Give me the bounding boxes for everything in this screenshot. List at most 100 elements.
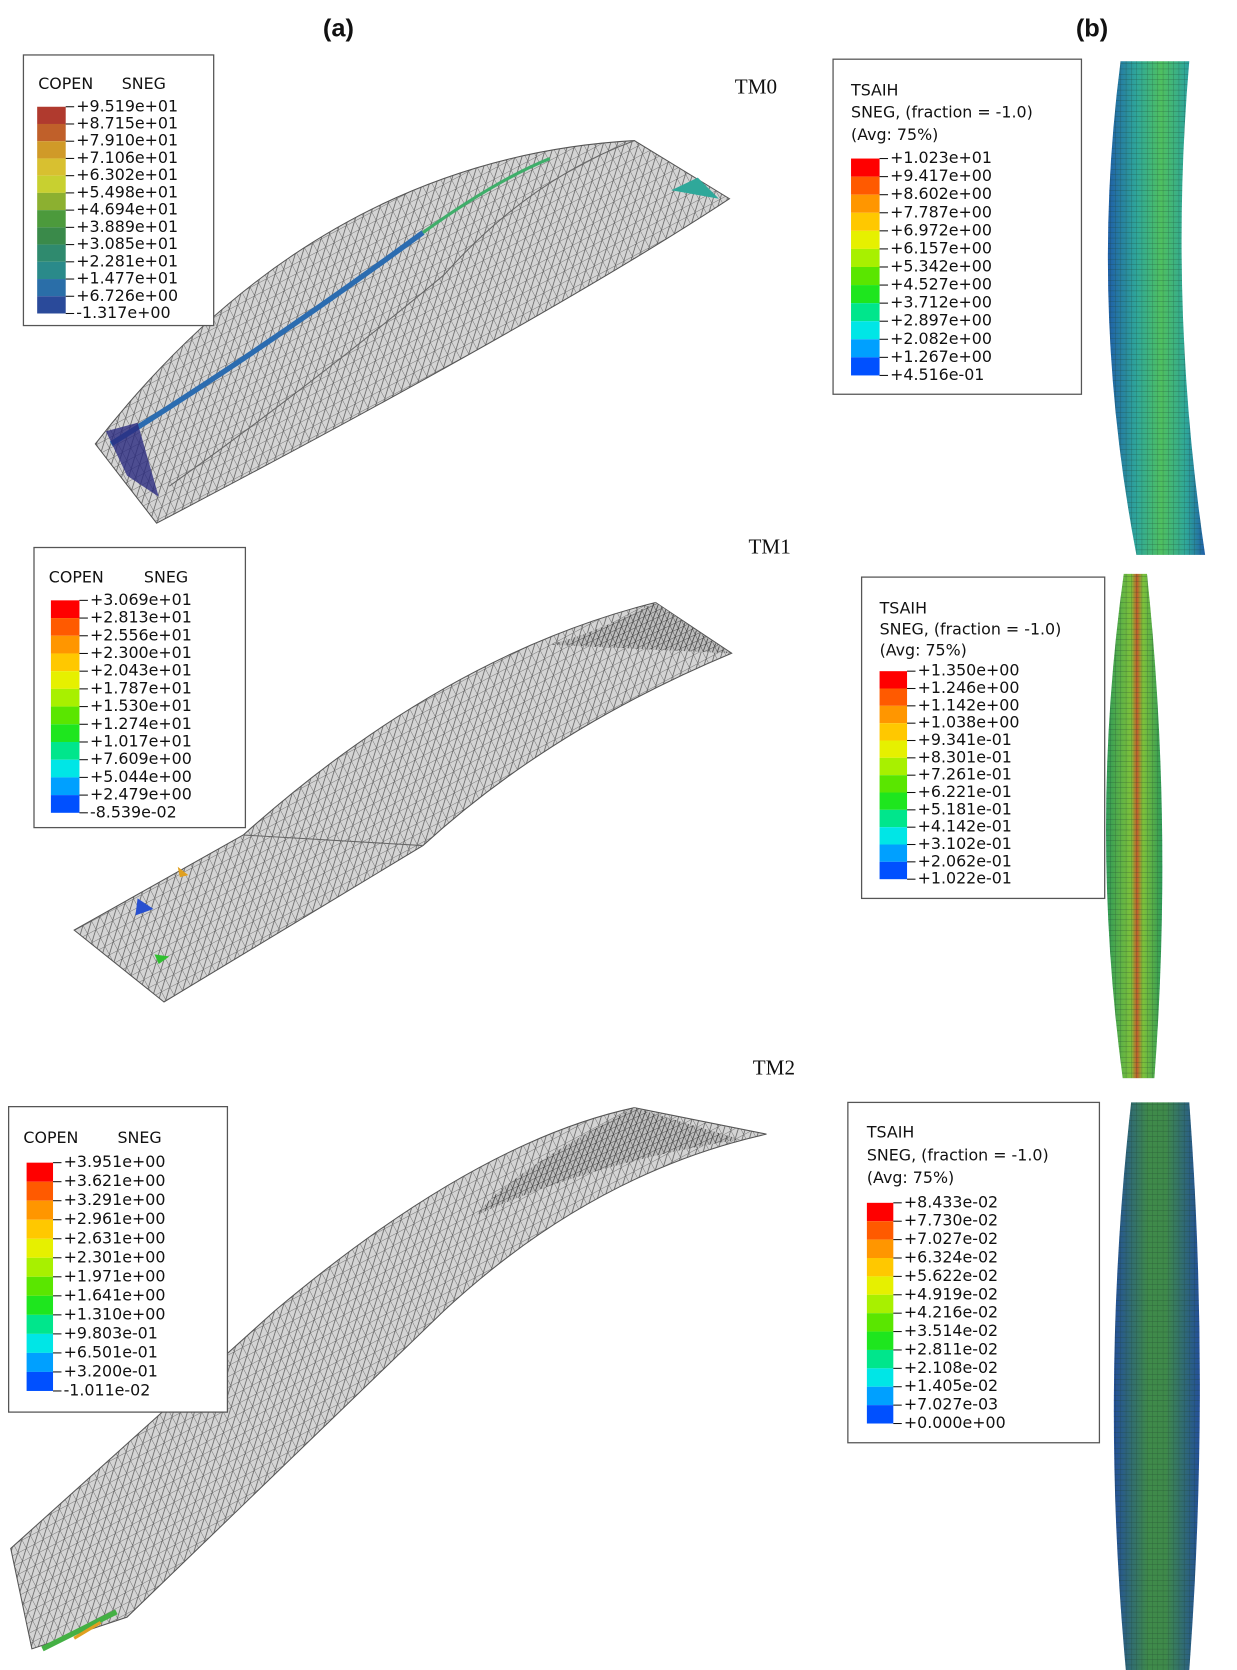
legend-value: +1.405e-02 [904, 1376, 998, 1395]
color-swatch [851, 339, 880, 357]
legend-value: +0.000e+00 [904, 1413, 1006, 1432]
legend-value: +3.712e+00 [890, 293, 992, 312]
color-swatch [37, 245, 66, 262]
color-swatch [867, 1240, 893, 1258]
legend-title: COPEN [23, 1128, 78, 1147]
legend-value: +2.062e-01 [918, 851, 1012, 870]
legend-value: +3.291e+00 [64, 1190, 166, 1209]
color-swatch [37, 158, 66, 175]
legend-value: +4.694e+01 [76, 200, 178, 219]
color-swatch [867, 1221, 893, 1239]
color-swatch [851, 213, 880, 231]
legend-value: +9.417e+00 [890, 166, 992, 185]
model-label: TM0 [735, 75, 777, 99]
legend-value: +7.027e-03 [904, 1395, 998, 1414]
color-swatch [37, 193, 66, 210]
legend-value: +6.726e+00 [76, 286, 178, 305]
color-swatch [37, 210, 66, 227]
color-swatch [880, 758, 907, 775]
legend-value: +2.479e+00 [90, 785, 192, 804]
legend-value: +3.069e+01 [90, 590, 192, 609]
color-swatch [27, 1201, 53, 1220]
color-swatch [851, 303, 880, 321]
color-swatch [880, 723, 907, 740]
legend-value: +4.216e-02 [904, 1303, 998, 1322]
legend-value: +2.897e+00 [890, 311, 992, 330]
color-swatch [51, 618, 80, 636]
legend-value: +2.811e-02 [904, 1339, 998, 1358]
legend-title: TSAIH [850, 80, 898, 99]
legend-value: +8.715e+01 [76, 113, 178, 132]
legend-title: TSAIH [866, 1123, 914, 1142]
legend-title: SNEG [122, 74, 166, 93]
color-swatch [37, 279, 66, 296]
color-swatch [37, 107, 66, 124]
legend-value: +4.516e-01 [890, 365, 984, 384]
page: {"panels": [{"label": "(a)"}, {"label": … [0, 0, 1237, 1670]
color-swatch [880, 671, 907, 688]
legend-title: TSAIH [879, 598, 927, 617]
legend-value: -1.011e-02 [64, 1380, 151, 1399]
color-swatch [880, 741, 907, 758]
legend-value: +1.246e+00 [918, 678, 1020, 697]
legend-value: +1.477e+01 [76, 269, 178, 288]
legend-value: +2.961e+00 [64, 1209, 166, 1228]
legend-value: +2.556e+01 [90, 625, 192, 644]
color-swatch [27, 1182, 53, 1201]
contour-model [1106, 61, 1205, 1670]
color-swatch [51, 636, 80, 654]
color-swatch [37, 262, 66, 279]
color-swatch [867, 1203, 893, 1221]
legend-value: +1.310e+00 [64, 1304, 166, 1323]
legend-value: +9.519e+01 [76, 96, 178, 115]
result-row: TM2COPENSNEG+3.951e+00+3.621e+00+3.291e+… [9, 1055, 1100, 1442]
legend-value: +7.027e-02 [904, 1229, 998, 1248]
color-swatch [880, 862, 907, 879]
legend-value: +1.017e+01 [90, 731, 192, 750]
color-swatch [867, 1313, 893, 1331]
legend-value: +1.641e+00 [64, 1285, 166, 1304]
color-swatch [880, 810, 907, 827]
color-swatch [27, 1296, 53, 1315]
legend-title: (Avg: 75%) [851, 125, 938, 144]
color-swatch [867, 1258, 893, 1276]
color-swatch [51, 600, 80, 618]
color-swatch [37, 296, 66, 313]
legend-value: +6.302e+01 [76, 165, 178, 184]
legend-value: +3.889e+01 [76, 217, 178, 236]
legend-value: +5.622e-02 [904, 1266, 998, 1285]
legend-value: +2.300e+01 [90, 643, 192, 662]
color-swatch [880, 775, 907, 792]
color-swatch [851, 159, 880, 177]
legend-value: +3.514e-02 [904, 1321, 998, 1340]
color-swatch [51, 724, 80, 742]
legend-value: +6.221e-01 [918, 782, 1012, 801]
legend-value: +9.341e-01 [918, 730, 1012, 749]
legend-value: +9.803e-01 [64, 1323, 158, 1342]
color-swatch [851, 177, 880, 195]
color-swatch [880, 845, 907, 862]
color-swatch [27, 1353, 53, 1372]
legend-value: +7.106e+01 [76, 148, 178, 167]
figure: (a)(b)TM0COPENSNEG+9.519e+01+8.715e+01+7… [0, 0, 1237, 1670]
color-swatch [51, 795, 80, 813]
color-swatch [27, 1163, 53, 1182]
legend-value: +1.350e+00 [918, 661, 1020, 680]
legend-value: +3.102e-01 [918, 834, 1012, 853]
color-swatch [880, 689, 907, 706]
color-swatch [851, 249, 880, 267]
legend-value: +4.142e-01 [918, 817, 1012, 836]
color-swatch [27, 1277, 53, 1296]
panel-label: (b) [1076, 14, 1108, 42]
legend-value: +1.023e+01 [890, 148, 992, 167]
color-swatch [880, 706, 907, 723]
color-swatch [851, 267, 880, 285]
color-swatch [51, 777, 80, 795]
model-label: TM1 [749, 534, 791, 558]
legend-title: SNEG, (fraction = -1.0) [867, 1145, 1049, 1164]
color-swatch [27, 1239, 53, 1258]
color-swatch [37, 141, 66, 158]
color-swatch [867, 1405, 893, 1423]
color-swatch [27, 1334, 53, 1353]
legend-value: +5.044e+00 [90, 767, 192, 786]
